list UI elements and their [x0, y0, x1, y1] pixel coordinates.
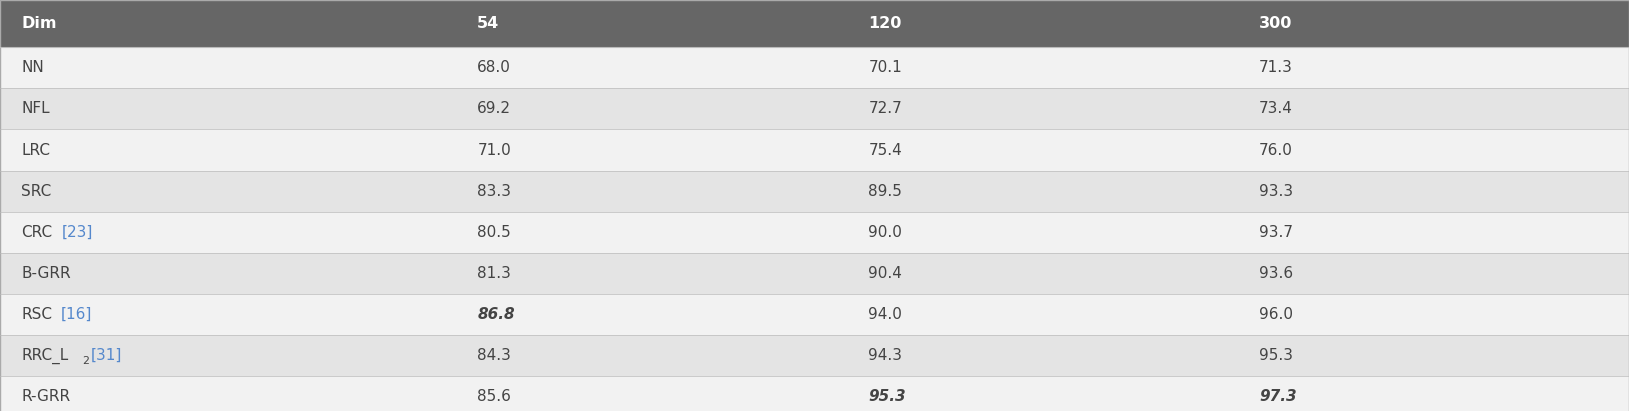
Bar	[1238, 0, 1629, 47]
Bar	[0, 47, 1629, 88]
Bar	[0, 88, 1629, 129]
Text: R-GRR: R-GRR	[21, 389, 70, 404]
Text: 2: 2	[81, 356, 90, 366]
Text: 90.0: 90.0	[868, 225, 902, 240]
Text: 93.6: 93.6	[1259, 266, 1293, 281]
Text: 54: 54	[477, 16, 500, 31]
Bar	[847, 0, 1238, 47]
Text: 97.3: 97.3	[1259, 389, 1297, 404]
Text: 73.4: 73.4	[1259, 102, 1293, 116]
Bar	[0, 171, 1629, 212]
Text: 93.3: 93.3	[1259, 184, 1293, 199]
Bar	[0, 294, 1629, 335]
Text: SRC: SRC	[21, 184, 52, 199]
Text: RSC: RSC	[21, 307, 52, 322]
Text: 93.7: 93.7	[1259, 225, 1293, 240]
Text: 89.5: 89.5	[868, 184, 902, 199]
Text: 69.2: 69.2	[477, 102, 512, 116]
Text: [31]: [31]	[91, 348, 122, 363]
Text: 75.4: 75.4	[868, 143, 902, 157]
Text: 71.3: 71.3	[1259, 60, 1293, 75]
Bar	[0, 253, 1629, 294]
Text: 95.3: 95.3	[1259, 348, 1293, 363]
Text: 81.3: 81.3	[477, 266, 512, 281]
Text: 86.8: 86.8	[477, 307, 515, 322]
Text: 71.0: 71.0	[477, 143, 512, 157]
Bar	[456, 0, 847, 47]
Text: 120: 120	[868, 16, 901, 31]
Text: Dim: Dim	[21, 16, 57, 31]
Bar	[0, 335, 1629, 376]
Text: 300: 300	[1259, 16, 1292, 31]
Text: 83.3: 83.3	[477, 184, 512, 199]
Text: NN: NN	[21, 60, 44, 75]
Bar	[0, 212, 1629, 253]
Text: B-GRR: B-GRR	[21, 266, 70, 281]
Text: 76.0: 76.0	[1259, 143, 1293, 157]
Text: 94.3: 94.3	[868, 348, 902, 363]
Text: 85.6: 85.6	[477, 389, 512, 404]
Text: CRC: CRC	[21, 225, 52, 240]
Text: 68.0: 68.0	[477, 60, 512, 75]
Text: LRC: LRC	[21, 143, 50, 157]
Text: 90.4: 90.4	[868, 266, 902, 281]
Text: [16]: [16]	[62, 307, 93, 322]
Text: RRC_L: RRC_L	[21, 347, 68, 364]
Bar	[0, 376, 1629, 411]
Text: [23]: [23]	[62, 225, 93, 240]
Text: 72.7: 72.7	[868, 102, 902, 116]
Text: 94.0: 94.0	[868, 307, 902, 322]
Text: NFL: NFL	[21, 102, 50, 116]
Text: 95.3: 95.3	[868, 389, 906, 404]
Text: 84.3: 84.3	[477, 348, 512, 363]
Text: 96.0: 96.0	[1259, 307, 1293, 322]
Bar	[0, 0, 456, 47]
Text: 80.5: 80.5	[477, 225, 512, 240]
Bar	[0, 129, 1629, 171]
Text: 70.1: 70.1	[868, 60, 902, 75]
